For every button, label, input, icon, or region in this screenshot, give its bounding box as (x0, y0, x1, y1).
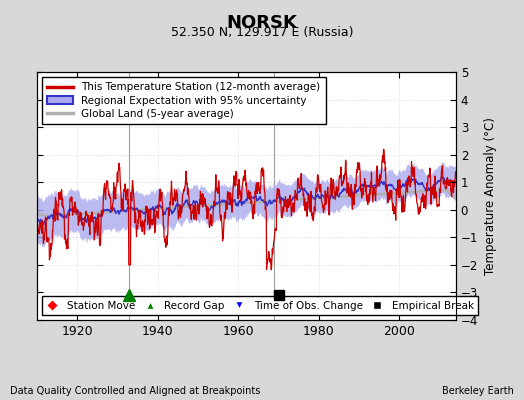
Text: 52.350 N, 129.917 E (Russia): 52.350 N, 129.917 E (Russia) (171, 26, 353, 39)
Text: Data Quality Controlled and Aligned at Breakpoints: Data Quality Controlled and Aligned at B… (10, 386, 261, 396)
Y-axis label: Temperature Anomaly (°C): Temperature Anomaly (°C) (484, 117, 497, 275)
Text: Berkeley Earth: Berkeley Earth (442, 386, 514, 396)
Text: NORSK: NORSK (226, 14, 298, 32)
Legend: Station Move, Record Gap, Time of Obs. Change, Empirical Break: Station Move, Record Gap, Time of Obs. C… (42, 296, 478, 315)
